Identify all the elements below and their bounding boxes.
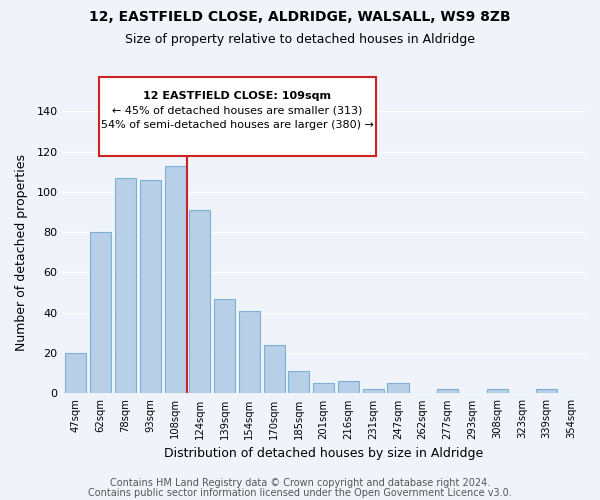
Text: Contains HM Land Registry data © Crown copyright and database right 2024.: Contains HM Land Registry data © Crown c… xyxy=(110,478,490,488)
Text: 12, EASTFIELD CLOSE, ALDRIDGE, WALSALL, WS9 8ZB: 12, EASTFIELD CLOSE, ALDRIDGE, WALSALL, … xyxy=(89,10,511,24)
Text: Size of property relative to detached houses in Aldridge: Size of property relative to detached ho… xyxy=(125,32,475,46)
Bar xyxy=(189,210,211,394)
Text: 12 EASTFIELD CLOSE: 109sqm: 12 EASTFIELD CLOSE: 109sqm xyxy=(143,92,331,102)
Bar xyxy=(536,390,557,394)
Bar xyxy=(90,232,111,394)
Text: ← 45% of detached houses are smaller (313): ← 45% of detached houses are smaller (31… xyxy=(112,106,362,116)
Bar xyxy=(263,345,284,394)
Bar xyxy=(338,382,359,394)
Bar xyxy=(65,353,86,394)
Bar xyxy=(115,178,136,394)
Bar xyxy=(313,384,334,394)
Bar xyxy=(437,390,458,394)
Bar xyxy=(289,372,310,394)
FancyBboxPatch shape xyxy=(99,78,376,156)
X-axis label: Distribution of detached houses by size in Aldridge: Distribution of detached houses by size … xyxy=(164,447,483,460)
Bar xyxy=(239,311,260,394)
Bar xyxy=(388,384,409,394)
Bar xyxy=(362,390,384,394)
Y-axis label: Number of detached properties: Number of detached properties xyxy=(15,154,28,351)
Bar xyxy=(164,166,185,394)
Text: Contains public sector information licensed under the Open Government Licence v3: Contains public sector information licen… xyxy=(88,488,512,498)
Bar xyxy=(487,390,508,394)
Bar xyxy=(140,180,161,394)
Bar xyxy=(214,298,235,394)
Text: 54% of semi-detached houses are larger (380) →: 54% of semi-detached houses are larger (… xyxy=(101,120,374,130)
